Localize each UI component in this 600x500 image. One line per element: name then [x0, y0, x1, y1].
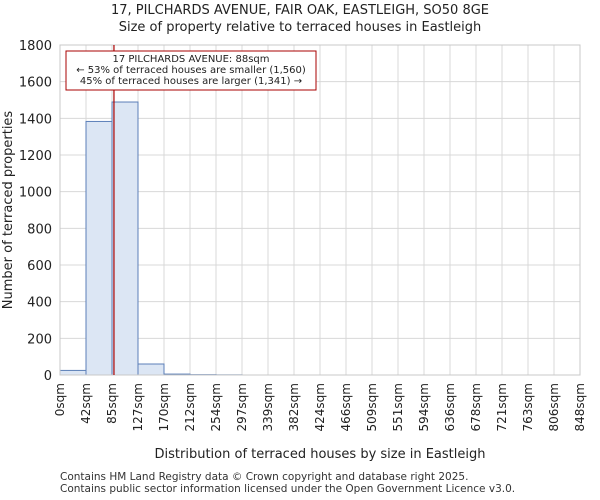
y-tick-label: 400 — [27, 296, 52, 311]
bars — [59, 101, 243, 376]
x-tick-label: 127sqm — [131, 383, 145, 431]
annotation-box — [65, 50, 317, 91]
x-tick-label: 382sqm — [287, 383, 301, 431]
histogram-chart: 0 200 400 600 800 1000 1200 1400 1600 1800 0sqm 42… — [1, 39, 587, 462]
x-tick-label: 212sqm — [183, 383, 197, 431]
property-marker: 17 PILCHARDS AVENUE: 88sqm← 53% of terra… — [65, 45, 317, 375]
y-tick-label: 800 — [27, 222, 52, 237]
y-tick-label: 200 — [27, 332, 52, 347]
x-tick-label: 848sqm — [573, 383, 587, 431]
chart-title: 17, PILCHARDS AVENUE, FAIR OAK, EASTLEIG… — [110, 3, 490, 18]
footer-line-1: Contains HM Land Registry data © Crown c… — [60, 471, 469, 483]
x-tick-label: 636sqm — [443, 383, 457, 431]
y-axis-label: Number of terraced properties — [1, 111, 16, 310]
x-tick-label: 339sqm — [261, 383, 275, 431]
y-axis: 0 200 400 600 800 1000 1200 1400 1600 1800 — [19, 39, 52, 384]
annotation-line: 45% of terraced houses are larger (1,341… — [80, 76, 302, 87]
x-tick-label: 721sqm — [495, 383, 509, 431]
annotation-line: 17 PILCHARDS AVENUE: 88sqm — [112, 54, 269, 65]
y-tick-label: 1400 — [19, 112, 52, 127]
histogram-bar — [59, 369, 87, 376]
x-tick-label: 806sqm — [547, 383, 561, 431]
plot-frame — [59, 44, 581, 376]
x-tick-label: 170sqm — [157, 383, 171, 431]
y-tick-label: 1800 — [19, 39, 52, 54]
histogram-bar — [85, 120, 113, 376]
histogram-bar — [111, 101, 139, 376]
x-tick-label: 678sqm — [469, 383, 483, 431]
y-tick-label: 1600 — [19, 76, 52, 91]
x-tick-label: 424sqm — [313, 383, 327, 431]
y-tick-label: 0 — [44, 369, 52, 384]
y-tick-label: 1200 — [19, 149, 52, 164]
x-tick-label: 594sqm — [417, 383, 431, 431]
x-tick-label: 466sqm — [339, 383, 353, 431]
x-tick-label: 509sqm — [365, 383, 379, 431]
annotation-line: ← 53% of terraced houses are smaller (1,… — [76, 65, 306, 76]
x-tick-label: 254sqm — [209, 383, 223, 431]
x-axis-label: Distribution of terraced houses by size … — [155, 447, 486, 462]
x-axis: 0sqm 42sqm 85sqm 127sqm 170sqm 212sqm 254sqm 29… — [53, 383, 587, 431]
x-tick-label: 763sqm — [521, 383, 535, 431]
x-tick-label: 42sqm — [79, 383, 93, 424]
x-tick-label: 85sqm — [105, 383, 119, 424]
x-tick-label: 0sqm — [53, 383, 67, 416]
histogram-bar — [137, 363, 165, 376]
x-tick-label: 551sqm — [391, 383, 405, 431]
y-tick-label: 1000 — [19, 186, 52, 201]
x-tick-label: 297sqm — [235, 383, 249, 431]
footer-line-2: Contains public sector information licen… — [60, 483, 516, 495]
y-tick-label: 600 — [27, 259, 52, 274]
chart-subtitle: Size of property relative to terraced ho… — [118, 20, 482, 35]
